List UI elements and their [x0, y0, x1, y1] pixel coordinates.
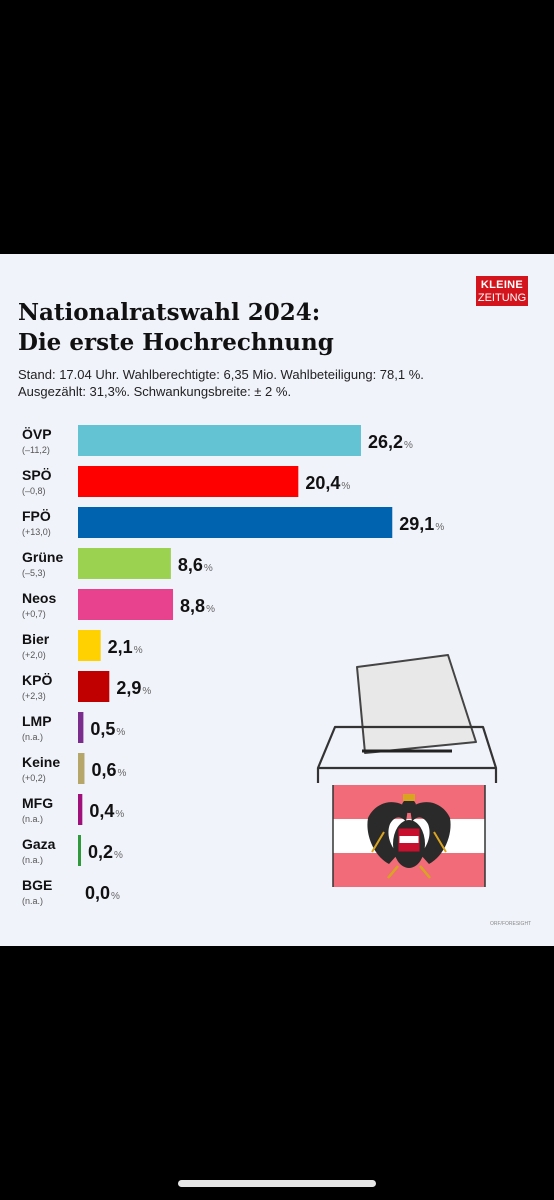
party-label-lmp: LMP — [22, 713, 52, 729]
party-label-gaza: Gaza — [22, 836, 56, 852]
party-label-kpö: KPÖ — [22, 672, 52, 688]
party-label-mfg: MFG — [22, 795, 53, 811]
bar-keine — [78, 753, 85, 784]
change-label-lmp: (n.a.) — [22, 732, 43, 742]
value-label-lmp: 0,5% — [90, 719, 125, 739]
bar-övp — [78, 425, 361, 456]
change-label-mfg: (n.a.) — [22, 814, 43, 824]
bar-kpö — [78, 671, 110, 702]
value-label-bier: 2,1% — [108, 637, 143, 657]
value-label-bge: 0,0% — [85, 883, 120, 903]
party-label-grüne: Grüne — [22, 549, 63, 565]
bar-lmp — [78, 712, 84, 743]
ballot-paper — [356, 654, 477, 754]
source-credit: ORF/FORESIGHT — [490, 921, 532, 927]
value-label-fpö: 29,1% — [399, 514, 444, 534]
bar-spö — [78, 466, 299, 497]
change-label-gaza: (n.a.) — [22, 855, 43, 865]
change-label-keine: (+0,2) — [22, 773, 46, 783]
party-label-fpö: FPÖ — [22, 508, 51, 524]
change-label-neos: (+0,7) — [22, 609, 46, 619]
value-label-keine: 0,6% — [91, 760, 126, 780]
subtitle-line1: Stand: 17.04 Uhr. Wahlberechtigte: 6,35 … — [18, 367, 424, 382]
kleine-zeitung-logo: KLEINE ZEITUNG — [476, 276, 528, 306]
change-label-grüne: (–5,3) — [22, 568, 46, 578]
value-label-mfg: 0,4% — [89, 801, 124, 821]
austrian-eagle-icon — [367, 794, 451, 879]
bar-fpö — [78, 507, 393, 538]
change-label-bier: (+2,0) — [22, 650, 46, 660]
home-indicator[interactable] — [178, 1180, 376, 1187]
change-label-bge: (n.a.) — [22, 896, 43, 906]
change-label-kpö: (+2,3) — [22, 691, 46, 701]
change-label-övp: (–11,2) — [22, 445, 50, 455]
change-label-spö: (–0,8) — [22, 486, 46, 496]
chart-subtitle: Stand: 17.04 Uhr. Wahlberechtigte: 6,35 … — [18, 366, 424, 400]
bar-gaza — [78, 835, 81, 866]
subtitle-line2: Ausgezählt: 31,3%. Schwankungsbreite: ± … — [18, 384, 292, 399]
value-label-grüne: 8,6% — [178, 555, 213, 575]
bar-bier — [78, 630, 101, 661]
title-line1: Nationalratswahl 2024: — [18, 299, 321, 326]
title-line2: Die erste Hochrechnung — [18, 329, 334, 356]
party-label-neos: Neos — [22, 590, 56, 606]
bar-neos — [78, 589, 174, 620]
logo-line1: KLEINE — [480, 279, 524, 291]
ballot-box-illustration — [316, 654, 498, 887]
chart-title: Nationalratswahl 2024: Die erste Hochrec… — [18, 298, 334, 358]
value-label-spö: 20,4% — [305, 473, 350, 493]
bars-group: ÖVP (–11,2) 26,2% SPÖ (–0,8) 20,4% FPÖ (+13,0) 2… — [22, 425, 444, 906]
bar-grüne — [78, 548, 171, 579]
value-label-övp: 26,2% — [368, 432, 413, 452]
party-label-bier: Bier — [22, 631, 50, 647]
value-label-neos: 8,8% — [180, 596, 215, 616]
ballot-box-lid — [316, 725, 498, 783]
party-label-spö: SPÖ — [22, 467, 52, 483]
bar-mfg — [78, 794, 83, 825]
logo-line2: ZEITUNG — [477, 292, 527, 304]
change-label-fpö: (+13,0) — [22, 527, 51, 537]
party-label-övp: ÖVP — [22, 426, 52, 442]
party-label-bge: BGE — [22, 877, 52, 893]
party-label-keine: Keine — [22, 754, 60, 770]
value-label-kpö: 2,9% — [116, 678, 151, 698]
value-label-gaza: 0,2% — [88, 842, 123, 862]
